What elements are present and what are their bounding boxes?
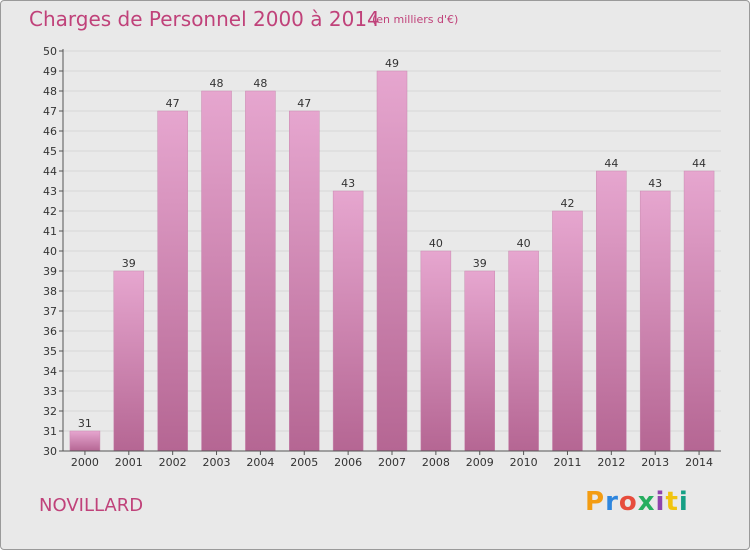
y-tick-label: 33 [43,385,57,398]
x-tick-label-2011: 2011 [553,456,581,469]
chart-subtitle: (en milliers d'€) [372,13,459,26]
y-tick-label: 42 [43,205,57,218]
bar-2004 [245,90,276,452]
bar-2008 [420,250,452,452]
y-tick-label: 49 [43,65,57,78]
logo-letter: i [678,487,689,517]
axes: 30 31 32 33 34 35 36 37 38 39 40 41 42 43 44 45 46 47 48 49… [43,45,721,469]
x-tick-label-2013: 2013 [641,456,669,469]
bar-2007 [376,70,408,452]
bars [69,70,715,452]
x-tick-label-2006: 2006 [334,456,362,469]
x-tick-label-2008: 2008 [422,456,450,469]
x-tick-label-2003: 2003 [203,456,231,469]
y-tick-label: 46 [43,125,57,138]
data-label-2012: 44 [604,157,618,170]
x-tick-label-2007: 2007 [378,456,406,469]
y-tick-label: 30 [43,445,57,458]
x-tick-label-2004: 2004 [246,456,274,469]
data-label-2014: 44 [692,157,706,170]
y-tick-label: 39 [43,265,57,278]
logo-letter: r [605,487,619,517]
data-label-2004: 48 [253,77,267,90]
y-tick-label: 31 [43,425,57,438]
data-labels: 31 39 47 48 48 47 43 49 40 39 40 42 44 43 44 [78,57,706,430]
y-tick-label: 40 [43,245,57,258]
y-tick-label: 34 [43,365,57,378]
x-tick-label-2009: 2009 [466,456,494,469]
x-tick-label-2014: 2014 [685,456,713,469]
logo-letter: P [585,487,606,517]
logo-letter: x [637,487,656,517]
x-tick-label-2005: 2005 [290,456,318,469]
bar-2000 [69,430,101,452]
y-tick-label: 41 [43,225,57,238]
logo-letter: i [655,487,666,517]
data-label-2008: 40 [429,237,443,250]
data-label-2009: 39 [473,257,487,270]
bar-2005 [289,110,320,452]
data-label-2003: 48 [210,77,224,90]
data-label-2011: 42 [560,197,574,210]
data-label-2002: 47 [166,97,180,110]
logo-letter: o [618,487,638,517]
data-label-2013: 43 [648,177,662,190]
y-tick-label: 50 [43,45,57,58]
y-tick-label: 48 [43,85,57,98]
y-tick-label: 32 [43,405,57,418]
proxiti-logo[interactable]: Proxiti [585,487,689,517]
chart-title: Charges de Personnel 2000 à 2014 [29,7,380,31]
data-label-2001: 39 [122,257,136,270]
y-tick-label: 37 [43,305,57,318]
y-tick-label: 38 [43,285,57,298]
x-tick-label-2012: 2012 [597,456,625,469]
data-label-2005: 47 [297,97,311,110]
bar-2003 [201,90,232,452]
bar-2012 [596,170,627,452]
logo-letter: t [665,487,679,517]
y-tick-label: 43 [43,185,57,198]
y-tick-label: 36 [43,325,57,338]
y-tick-label: 45 [43,145,57,158]
data-label-2006: 43 [341,177,355,190]
data-label-2010: 40 [517,237,531,250]
x-tick-label-2002: 2002 [159,456,187,469]
bar-2002 [157,110,188,452]
y-tick-label: 35 [43,345,57,358]
y-tick-label: 44 [43,165,57,178]
bar-2013 [639,190,671,452]
bar-2006 [332,190,364,452]
bar-2009 [464,270,495,452]
x-tick-label-2010: 2010 [510,456,538,469]
x-tick-label-2001: 2001 [115,456,143,469]
bar-2010 [508,250,539,452]
commune-name: NOVILLARD [39,495,144,516]
y-tick-label: 47 [43,105,57,118]
bar-2014 [683,170,715,452]
bar-2011 [552,210,583,452]
x-tick-label-2000: 2000 [71,456,99,469]
data-label-2000: 31 [78,417,92,430]
bar-2001 [113,270,145,452]
data-label-2007: 49 [385,57,399,70]
